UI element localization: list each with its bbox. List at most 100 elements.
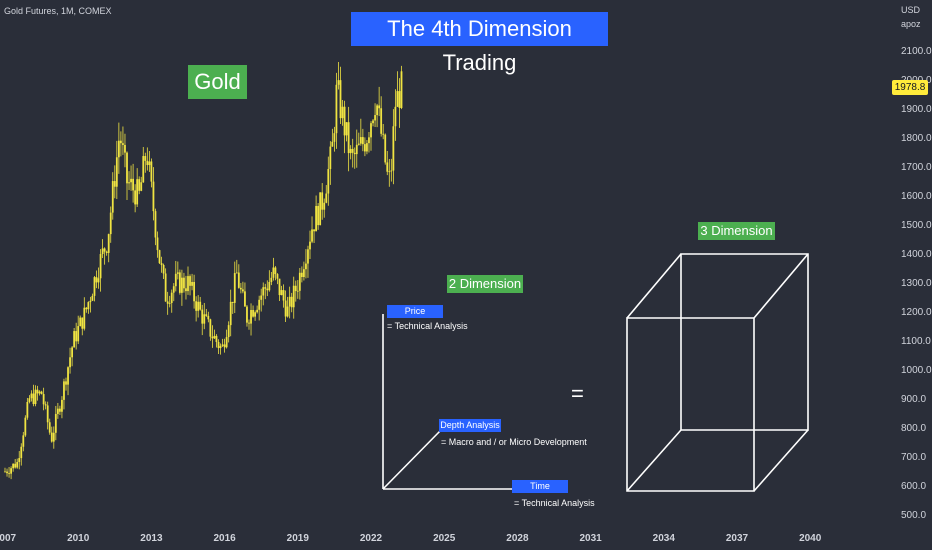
price-tick-label: 1100.0 xyxy=(901,336,931,347)
candle-body xyxy=(178,272,181,293)
price-tag: Price xyxy=(387,305,443,318)
candle-series xyxy=(4,62,403,480)
candle-body xyxy=(219,345,222,349)
candle-body xyxy=(97,278,100,283)
candle-body xyxy=(117,140,120,158)
candle-body xyxy=(233,273,236,303)
candle-body xyxy=(325,193,328,203)
candle-body xyxy=(124,144,126,153)
candle-body xyxy=(317,205,320,226)
price-tick-label: 600.0 xyxy=(901,481,926,492)
candle-body xyxy=(303,269,305,278)
candle-body xyxy=(205,314,208,316)
candle-body xyxy=(339,80,342,119)
candle-body xyxy=(223,344,226,348)
candle-body xyxy=(199,301,202,310)
candle-body xyxy=(341,106,344,119)
candle-body xyxy=(242,289,244,292)
candle-body xyxy=(162,264,165,274)
candle-body xyxy=(46,405,49,423)
candle-body xyxy=(260,295,263,300)
candle-body xyxy=(319,192,322,226)
candle-body xyxy=(61,399,63,412)
two-dimension-axes xyxy=(382,314,514,490)
candle-body xyxy=(150,161,153,182)
candle-body xyxy=(154,211,157,238)
candle-body xyxy=(305,263,307,270)
three-dimension-banner: 3 Dimension xyxy=(698,222,775,240)
candle-body xyxy=(307,249,309,264)
candle-body xyxy=(85,307,88,310)
candle-body xyxy=(250,309,252,324)
candle-body xyxy=(262,287,265,296)
candle-body xyxy=(258,299,261,310)
candle-body xyxy=(309,241,311,250)
candle-body xyxy=(56,408,59,414)
candle-body xyxy=(28,398,31,402)
candle-body xyxy=(189,276,191,286)
candle-body xyxy=(353,152,356,155)
price-axis: 2100.02000.01900.01800.01700.01600.01500… xyxy=(901,46,932,521)
candle-body xyxy=(59,408,61,412)
candle-body xyxy=(368,137,370,144)
candle-body xyxy=(122,143,124,145)
candle-body xyxy=(134,190,137,205)
candle-body xyxy=(376,105,378,116)
price-tick-label: 800.0 xyxy=(901,423,926,434)
currency-label: USD xyxy=(901,5,921,15)
candle-body xyxy=(235,272,238,274)
candle-body xyxy=(120,140,122,144)
candle-body xyxy=(246,306,248,323)
price-tick-label: 1900.0 xyxy=(901,104,932,115)
candle-body xyxy=(378,105,381,109)
candle-body xyxy=(315,205,317,232)
candle-body xyxy=(254,312,256,317)
candle-body xyxy=(158,250,161,264)
price-note: = Technical Analysis xyxy=(387,321,468,331)
price-tick-label: 700.0 xyxy=(901,452,926,463)
candle-body xyxy=(197,301,200,311)
candle-body xyxy=(231,301,234,303)
time-tag: Time xyxy=(512,480,568,493)
candle-body xyxy=(4,471,6,473)
candle-body xyxy=(34,389,37,405)
candle-body xyxy=(95,277,98,283)
candle-body xyxy=(195,301,198,311)
candle-body xyxy=(337,80,340,85)
candle-body xyxy=(288,296,291,307)
candle-body xyxy=(252,309,254,317)
gold-banner: Gold xyxy=(188,65,247,99)
candle-body xyxy=(209,319,212,337)
candle-body xyxy=(374,115,376,121)
year-tick-label: 2013 xyxy=(140,533,163,544)
price-tick-label: 900.0 xyxy=(901,394,926,405)
time-note: = Technical Analysis xyxy=(514,498,595,508)
price-tick-label: 1200.0 xyxy=(901,307,932,318)
year-tick-label: 2034 xyxy=(653,533,676,544)
price-tick-label: 500.0 xyxy=(901,510,926,521)
candle-body xyxy=(14,463,17,468)
candle-body xyxy=(71,347,73,358)
candle-body xyxy=(89,300,92,303)
candle-body xyxy=(207,315,210,320)
candle-body xyxy=(67,367,69,385)
candle-body xyxy=(44,404,47,406)
candle-body xyxy=(52,432,55,442)
candle-body xyxy=(286,306,289,317)
axis-user-label: apoz xyxy=(901,19,921,29)
candle-body xyxy=(50,432,53,442)
year-tick-label: 2016 xyxy=(213,533,236,544)
candle-body xyxy=(81,317,84,329)
candle-body xyxy=(382,133,385,135)
candle-body xyxy=(101,248,104,255)
candle-body xyxy=(103,248,106,252)
candle-body xyxy=(386,162,389,172)
candle-body xyxy=(172,286,175,293)
candle-body xyxy=(109,212,112,235)
candle-body xyxy=(130,178,132,183)
candle-body xyxy=(115,157,118,187)
candle-body xyxy=(138,179,141,191)
candle-body xyxy=(359,137,362,144)
